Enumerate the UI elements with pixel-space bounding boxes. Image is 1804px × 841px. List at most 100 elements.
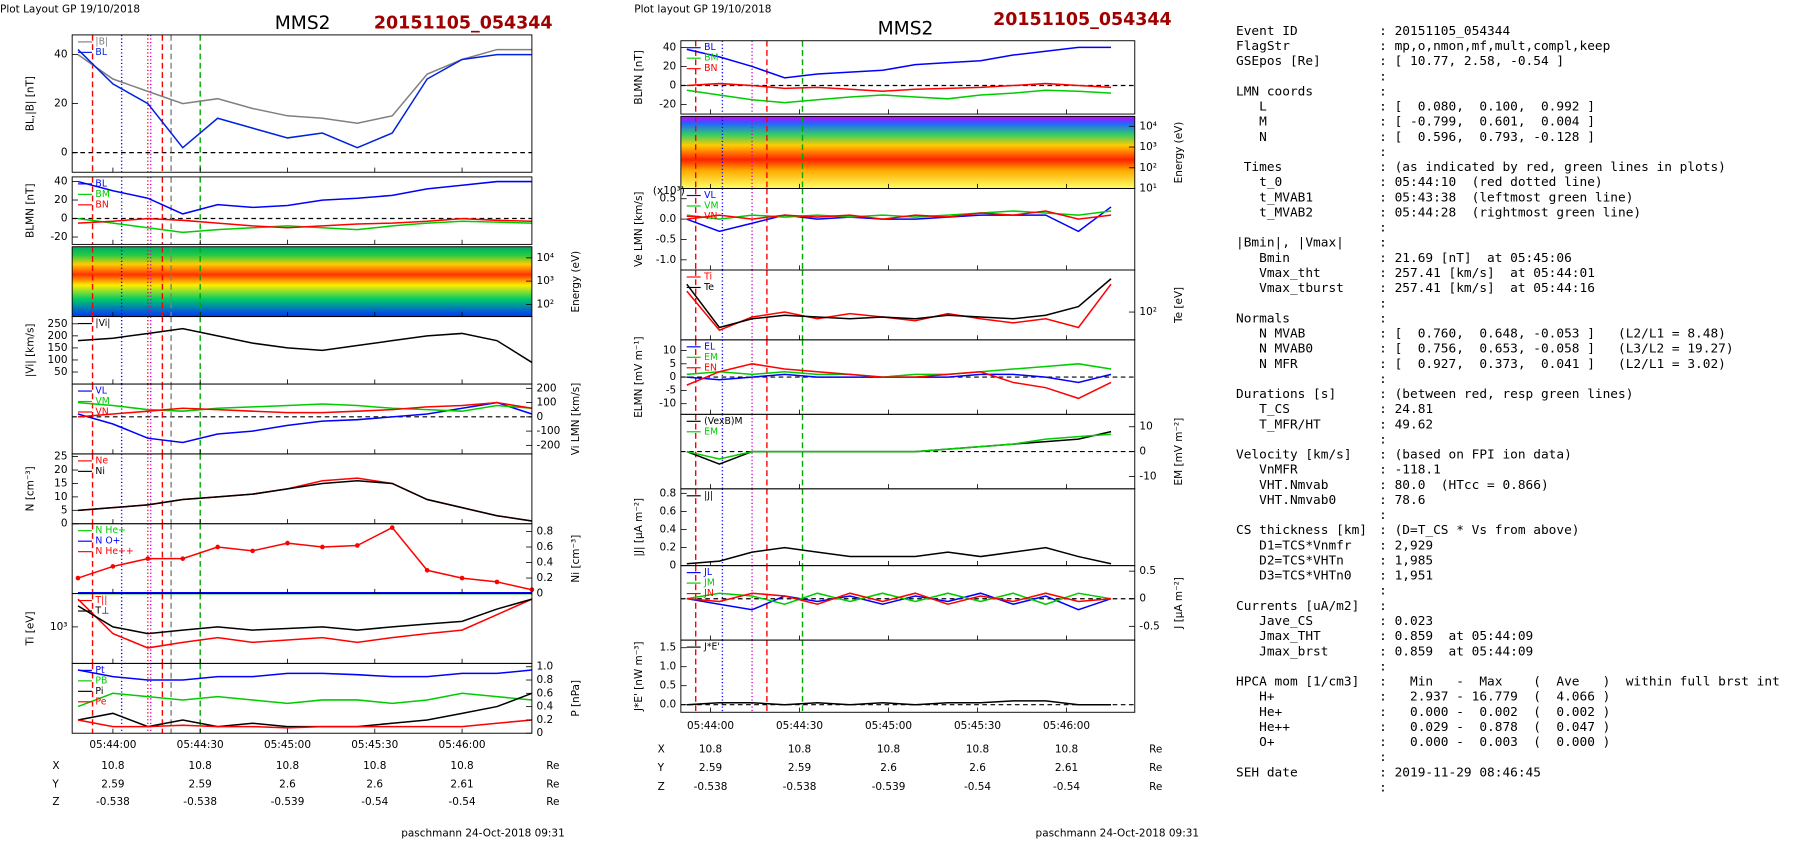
y-tick-label: 10¹ [1139,183,1157,195]
series-line [77,401,533,444]
data-point [424,567,430,573]
y-axis-label: EM [mV m⁻²] [1173,418,1185,486]
summary-value: : 20151105_054344 [1379,24,1510,39]
summary-value: : 05:44:28 (rightmost green line) [1379,205,1641,220]
y-tick-label: -0.5 [656,233,676,245]
legend-entry: PB [95,675,107,686]
summary-value: : 05:43:38 (leftmost green line) [1379,190,1633,205]
y-axis-label: Energy (eV) [1173,122,1185,184]
y-axis-label: ELMN [mV m⁻¹] [633,336,645,417]
panel-frame [680,269,1136,341]
summary-value: : 2.937 - 16.779 ( 4.066 ) [1379,690,1610,705]
y-tick-label: 0.4 [660,523,677,535]
y-tick-label: -0.5 [1139,620,1159,632]
legend-entry: VL [704,190,716,201]
summary-label: D3=TCS*VHTn0 [1236,569,1352,584]
summary-value: : 80.0 (HTcc = 0.866) [1379,478,1549,493]
legend-entry: T⊥ [94,606,109,617]
y-tick-label: 15 [54,477,67,489]
panel: 10² 10³ 10⁴ Energy (eV) [71,246,582,318]
summary-label: VHT.Nmvab0 [1236,493,1336,508]
series-line [77,692,532,708]
y-axis-label: N [cm⁻³] [24,466,36,511]
legend-entry: Ne [95,455,108,466]
legend-entry: BL [95,47,107,58]
panel: J*E' 0.0 0.5 1.0 1.5 J*E' [nW m⁻³] [633,639,1136,713]
summary-label: HPCA mom [1/cm3] [1236,675,1359,690]
summary-value: : 49.62 [1379,417,1433,432]
ephemeris-unit: Re [1149,781,1162,793]
summary-value: : [ 0.760, 0.648, -0.053 ] (L2/L1 = 8.48… [1379,327,1726,342]
summary-value: : [1379,69,1387,84]
y-axis-label: J*E' [nW m⁻³] [633,641,645,712]
panel-frame [71,662,533,734]
summary-label: Bmin [1236,251,1290,266]
legend-entry: JL [703,567,713,578]
y-tick-label: 40 [54,49,67,61]
summary-value: : [1379,750,1387,765]
legend-entry: N O+ [95,536,120,547]
legend-entry: Pe [95,696,106,707]
data-point [389,525,395,530]
y-tick-label: 0 [61,518,68,530]
data-point [320,544,325,550]
data-point [494,579,500,585]
y-axis-label: Ve LMN [km/s] [633,191,645,267]
series-line [77,217,532,229]
y-tick-label: 0 [670,560,677,572]
summary-value: : 21.69 [nT] at 05:45:06 [1379,251,1572,266]
summary-value: : 0.023 [1379,614,1433,629]
series-line [77,692,533,728]
summary-label: Event ID [1236,24,1298,39]
y-tick-label: 0.2 [537,714,554,726]
series-line [686,46,1112,79]
y-tick-label: 0.8 [660,487,677,499]
legend-entry: EL [704,341,716,352]
x-tick-label: 05:44:00 [89,739,136,751]
y-tick-label: 5 [670,358,677,370]
ephemeris-value: -0.538 [694,781,728,793]
ephemeris-value: -0.54 [1053,781,1080,793]
y-tick-label: 0.5 [1139,565,1156,577]
ephemeris-value: 2.6 [366,778,383,790]
summary-value: : [ 0.080, 0.100, 0.992 ] [1379,100,1595,115]
y-tick-label: -5 [666,384,676,396]
y-tick-label: 0.6 [537,687,554,699]
y-axis-label: Ti [eV] [24,611,36,646]
summary-label: D2=TCS*VHTn [1236,553,1344,568]
summary-value: : [1379,145,1387,160]
data-point [459,575,465,581]
series-line [77,526,533,591]
summary-value: : 0.000 - 0.003 ( 0.000 ) [1379,735,1610,750]
series-line [77,327,533,364]
ephemeris-value: 2.6 [880,762,897,774]
panel: 10¹ 10² 10³ 10⁴ Energy (eV) [680,115,1185,195]
summary-value: : (D=T_CS * Vs from above) [1379,523,1579,538]
y-tick-label: -10 [1139,470,1156,482]
y-tick-label: 10⁴ [1139,120,1157,132]
panel-frame [71,453,533,525]
y-axis-label: |J| [μA m⁻²] [633,498,645,557]
y-tick-label: 40 [54,176,67,188]
legend-entry: EM [704,352,718,363]
summary-value: : 0.000 - 0.002 ( 0.002 ) [1379,705,1610,720]
ephemeris-value: 2.6 [969,762,986,774]
y-tick-label: 20 [54,98,67,110]
ephemeris-unit: Re [1149,762,1162,774]
data-point [180,556,186,561]
y-tick-label: 10² [537,298,555,310]
footer: paschmann 24-Oct-2018 09:31 [401,827,565,839]
data-point [354,543,360,548]
summary-value: : [1379,508,1387,523]
data-point [250,548,255,554]
ephemeris-unit: Re [546,796,559,808]
legend-entry: BN [95,199,108,210]
legend-entry: Te [703,282,714,293]
y-tick-label: 50 [54,366,67,378]
summary-value: : 2,929 [1379,538,1433,553]
y-tick-label: 10² [1139,162,1157,174]
panel-frame [680,188,1136,271]
